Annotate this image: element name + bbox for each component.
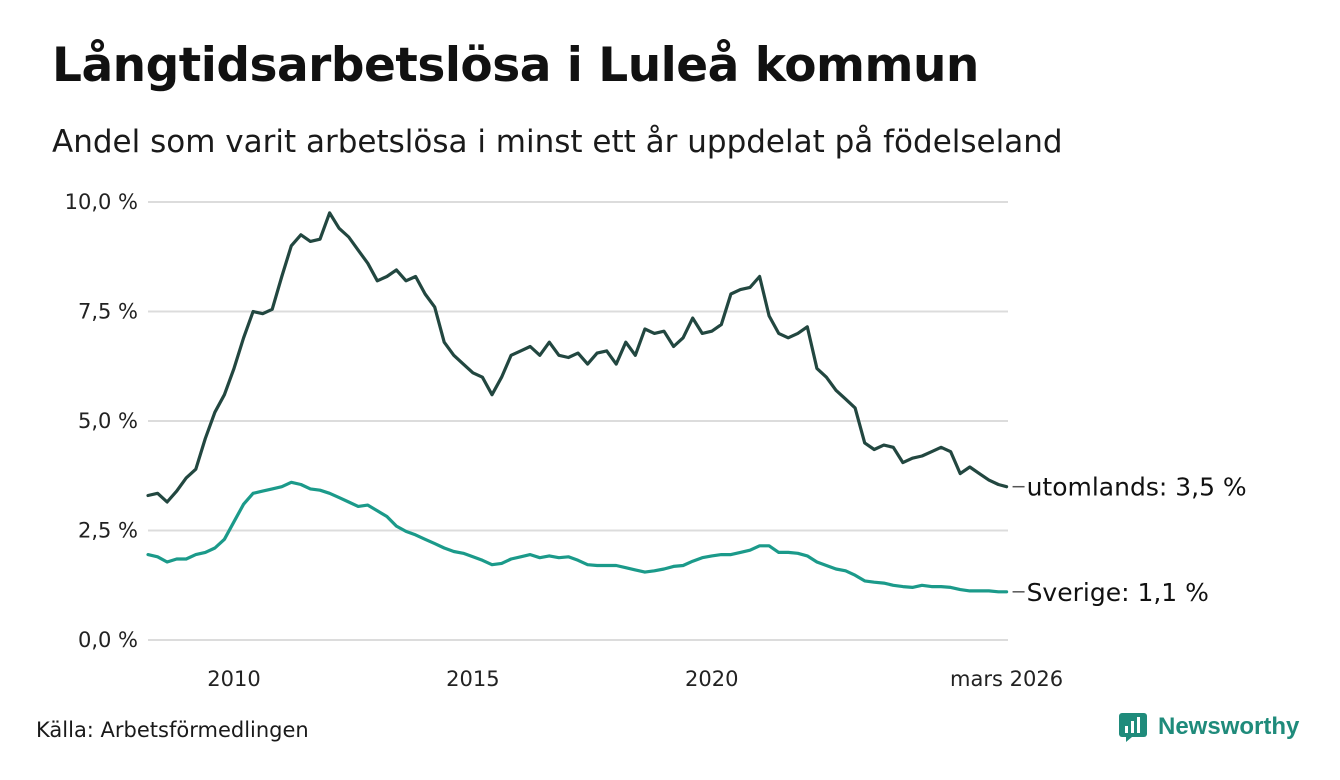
y-tick-label: 7,5 % [78, 300, 138, 324]
newsworthy-icon [1119, 713, 1147, 742]
source-note: Källa: Arbetsförmedlingen [36, 718, 309, 742]
brand-name: Newsworthy [1158, 713, 1300, 740]
end-label-utomlands: utomlands: 3,5 % [1027, 473, 1247, 502]
grid-lines [148, 201, 1008, 641]
x-tick-label: 2020 [685, 667, 738, 691]
series-line-sverige [146, 480, 1009, 594]
y-tick-label: 10,0 % [65, 190, 138, 214]
x-tick-label: mars 2026 [950, 667, 1063, 691]
series-end-labels: utomlands: 3,5 % Sverige: 1,1 % [1012, 473, 1247, 607]
y-tick-label: 5,0 % [78, 409, 138, 433]
x-tick-label: 2010 [207, 667, 260, 691]
y-tick-label: 2,5 % [78, 519, 138, 543]
series-lines [146, 211, 1009, 594]
y-tick-label: 0,0 % [78, 628, 138, 652]
chart-subtitle: Andel som varit arbetslösa i minst ett å… [52, 124, 1063, 160]
brand-logo: Newsworthy [1118, 712, 1299, 742]
series-line-utomlands [146, 211, 1009, 504]
x-axis-ticks: 2010 2015 2020 mars 2026 [207, 667, 1063, 691]
end-label-sverige: Sverige: 1,1 % [1027, 578, 1209, 607]
y-axis-ticks: 0,0 % 2,5 % 5,0 % 7,5 % 10,0 % [65, 190, 138, 652]
chart-title: Långtidsarbetslösa i Luleå kommun [52, 38, 979, 93]
x-tick-label: 2015 [446, 667, 499, 691]
